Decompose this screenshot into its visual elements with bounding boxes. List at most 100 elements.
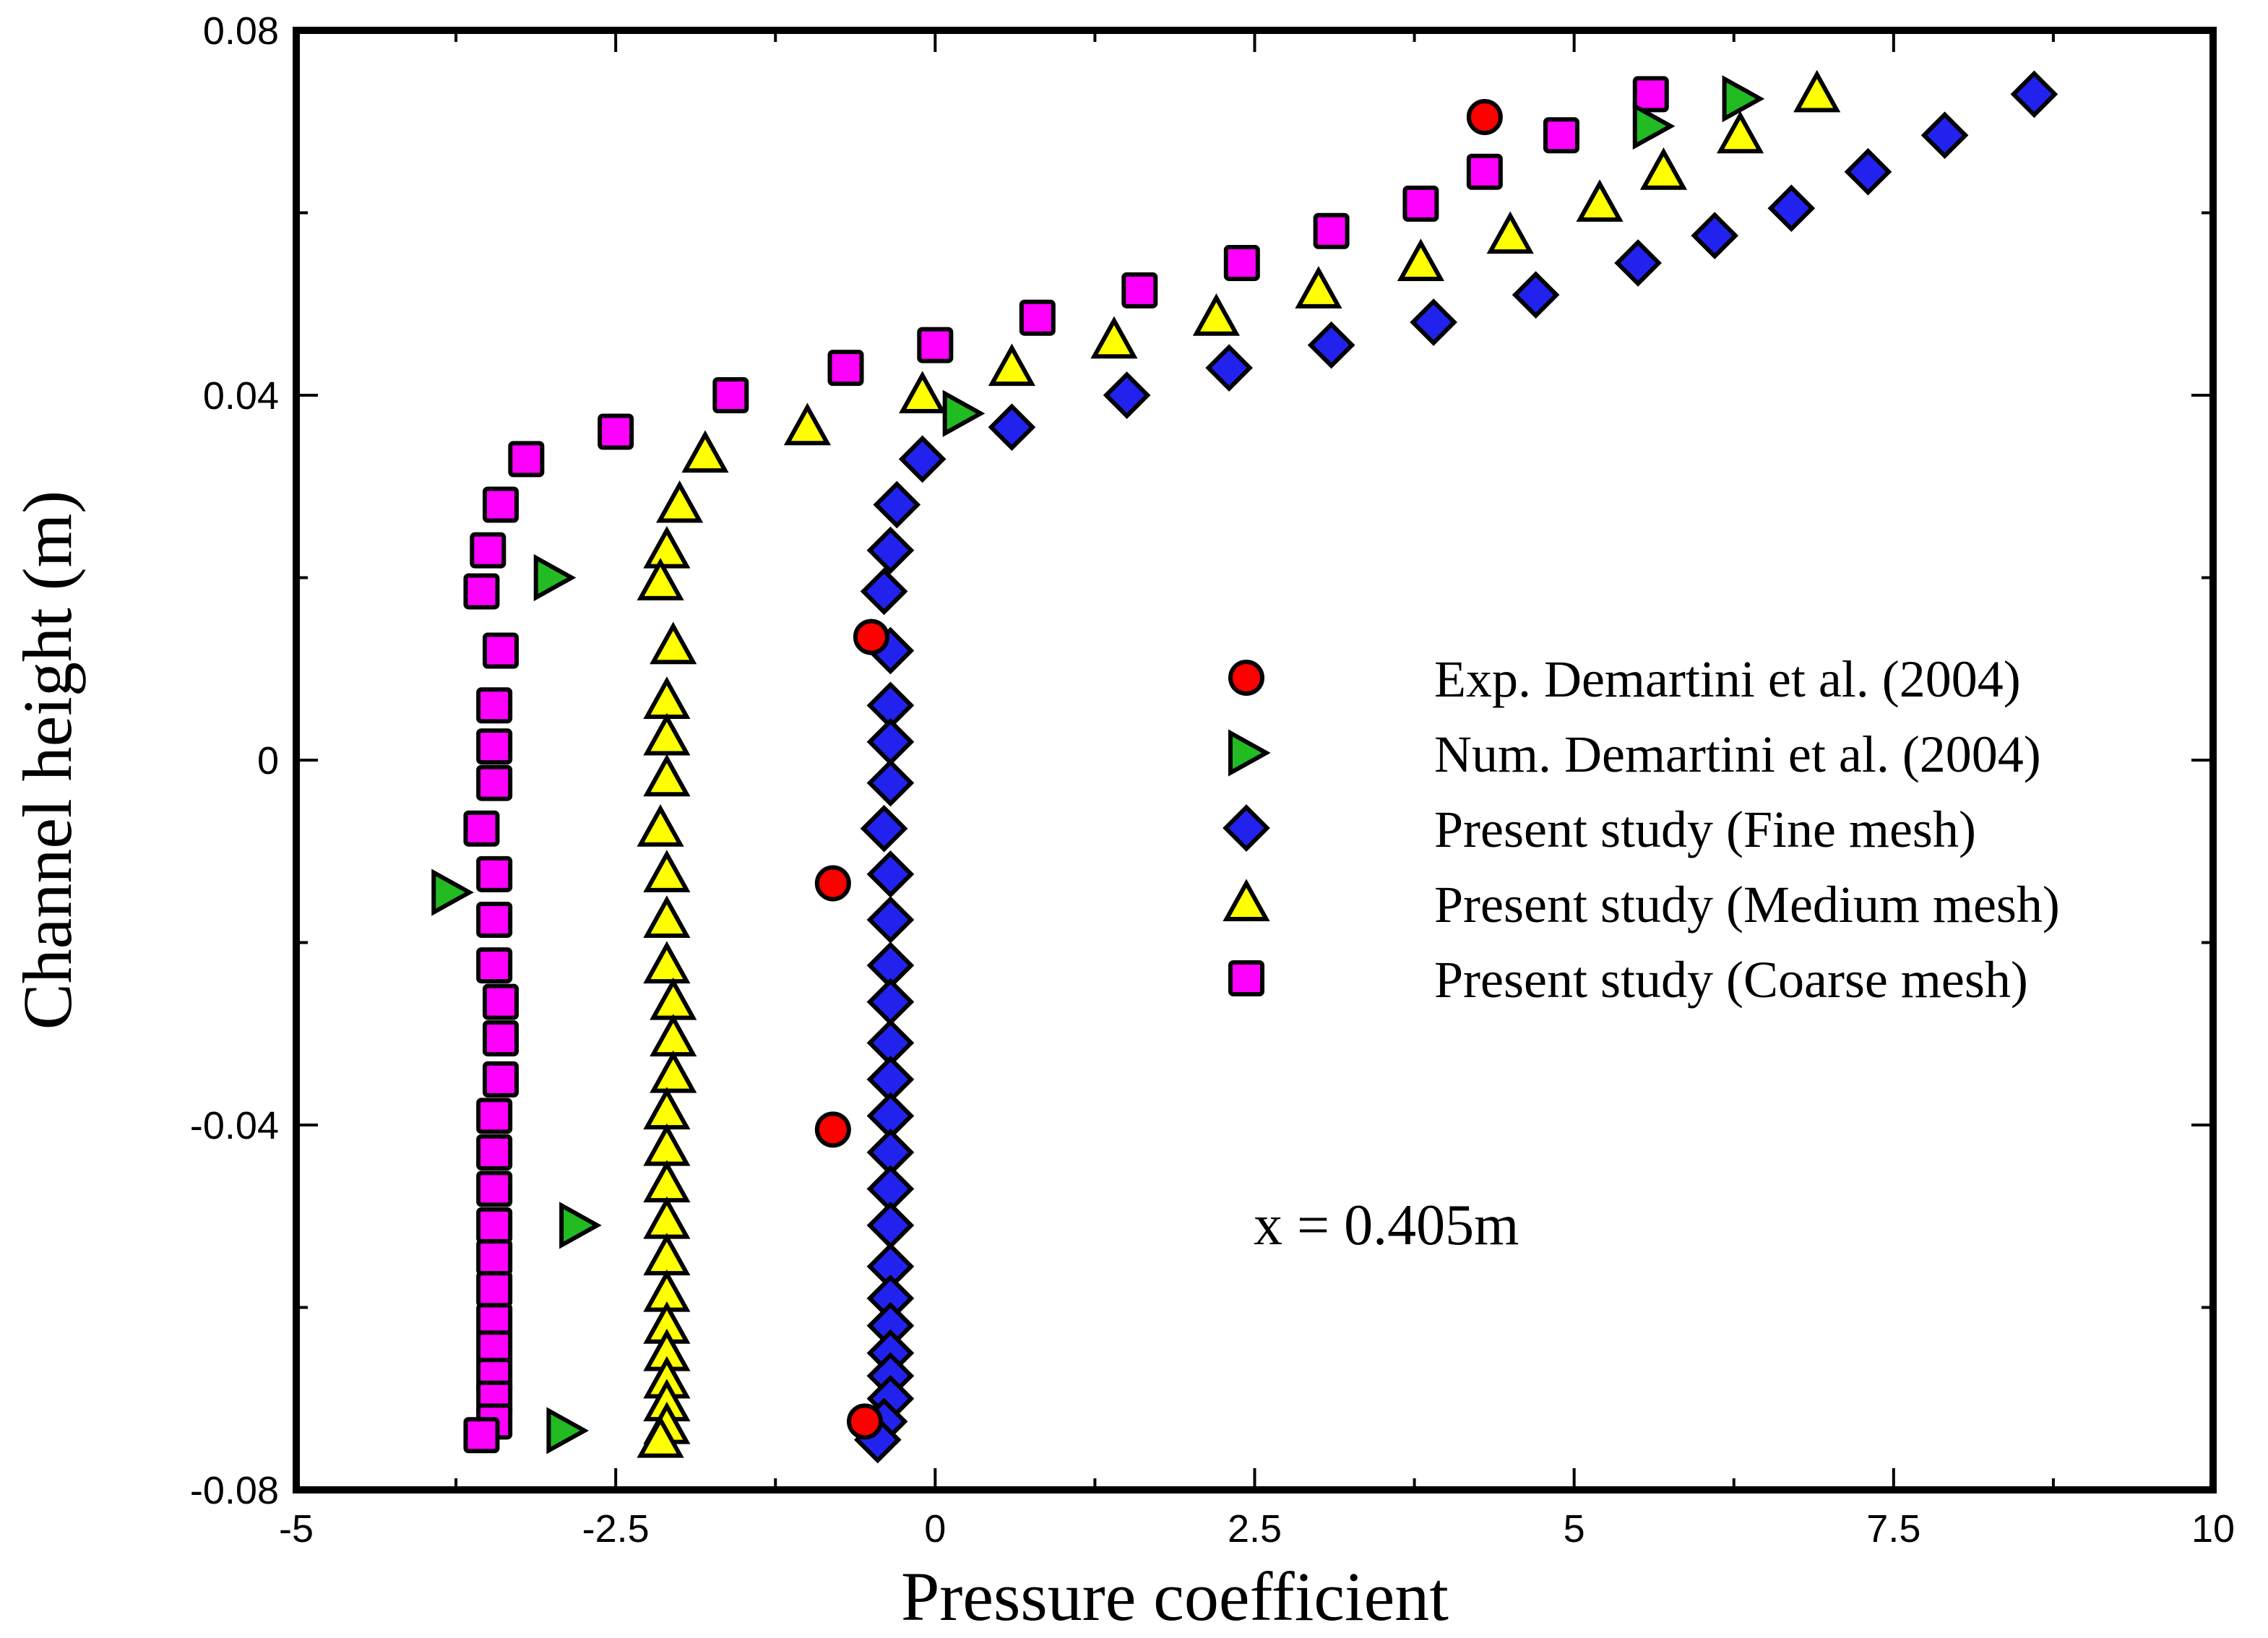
data-point	[1121, 272, 1158, 309]
x-axis-title: Pressure coefficient	[901, 1558, 1449, 1635]
data-point	[860, 567, 908, 616]
data-point	[1722, 75, 1765, 123]
series-triangle-right	[431, 75, 1765, 1454]
data-point	[1767, 184, 1816, 233]
data-point	[1295, 266, 1342, 309]
data-point	[643, 1233, 691, 1276]
data-point	[917, 327, 954, 363]
data-point	[470, 532, 506, 569]
data-point	[476, 901, 513, 938]
x-tick-label: -5	[279, 1507, 314, 1551]
data-point	[476, 1098, 513, 1134]
legend-marker	[1223, 879, 1270, 921]
series-diamond	[853, 70, 2058, 1464]
data-point	[866, 1202, 915, 1249]
data-point	[1512, 271, 1560, 319]
data-point	[814, 865, 851, 902]
data-point	[1223, 244, 1260, 281]
data-point	[476, 855, 513, 892]
legend-label: Present study (Medium mesh)	[1434, 876, 2060, 934]
data-point	[476, 1239, 513, 1276]
data-point	[814, 1111, 851, 1148]
y-tick-label: -0.04	[190, 1104, 279, 1147]
data-point	[847, 1403, 884, 1440]
data-point	[463, 810, 500, 847]
data-point	[643, 941, 691, 984]
data-point	[476, 947, 513, 984]
data-point	[643, 1123, 691, 1166]
data-point	[508, 441, 545, 478]
position-annotation: x = 0.405m	[1254, 1194, 1519, 1257]
data-point	[860, 804, 908, 853]
data-point	[899, 371, 947, 413]
data-point	[643, 1160, 691, 1203]
data-point	[2010, 70, 2058, 118]
data-point	[898, 435, 947, 483]
data-point	[643, 895, 691, 938]
data-point	[866, 978, 915, 1026]
data-point	[866, 896, 915, 944]
legend-label: Exp. Demartini et al. (2004)	[1434, 650, 2021, 708]
series-square	[463, 76, 1669, 1454]
data-point	[546, 1407, 590, 1454]
data-point	[1402, 185, 1439, 222]
series-circle	[814, 98, 1503, 1440]
legend-marker	[1228, 729, 1271, 777]
data-point	[643, 712, 691, 756]
legend-marker	[1223, 804, 1270, 852]
data-point	[866, 717, 915, 766]
data-point	[476, 764, 513, 801]
data-point	[559, 1202, 602, 1249]
data-point	[866, 850, 915, 898]
data-point	[482, 632, 519, 669]
data-point	[476, 728, 513, 765]
data-point	[1716, 111, 1764, 154]
series-triangle-up	[637, 69, 1841, 1458]
data-point	[482, 1061, 519, 1098]
y-tick-label: 0	[257, 739, 279, 783]
data-point	[1614, 239, 1662, 287]
data-point	[637, 558, 684, 600]
data-point	[1639, 147, 1688, 190]
data-point	[637, 804, 684, 847]
data-point	[643, 1087, 691, 1130]
data-point	[1466, 153, 1503, 190]
y-tick-label: 0.04	[203, 374, 279, 418]
data-point	[1576, 179, 1624, 222]
data-point	[1632, 76, 1669, 113]
data-point	[643, 1196, 691, 1239]
data-point	[533, 553, 577, 602]
data-point	[866, 759, 915, 807]
data-point	[1486, 211, 1534, 254]
data-point	[988, 403, 1036, 452]
data-point	[643, 754, 691, 797]
legend-marker	[1228, 660, 1264, 696]
data-point	[1920, 111, 1969, 160]
data-point	[942, 389, 986, 437]
data-point	[853, 618, 889, 655]
data-point	[681, 430, 729, 473]
axis-ticks	[295, 29, 2215, 1491]
data-point	[431, 868, 474, 916]
data-point	[1090, 316, 1138, 359]
legend: Exp. Demartini et al. (2004) Num. Demarti…	[1223, 650, 2060, 1009]
data-point	[1103, 371, 1151, 419]
data-point	[783, 402, 832, 446]
axis-tick-labels: -5 -2.5 0 2.5 5 7.5 10 -0.08 -0.04 0 0.04 0.08	[190, 9, 2235, 1551]
data-point	[866, 526, 915, 574]
x-tick-label: 0	[924, 1507, 946, 1551]
data-point	[1205, 344, 1253, 392]
data-point	[873, 480, 921, 529]
data-point	[1793, 69, 1841, 113]
data-point	[656, 480, 704, 523]
data-point	[650, 977, 697, 1020]
data-point	[1307, 321, 1355, 369]
y-tick-label: -0.08	[190, 1469, 279, 1512]
data-point	[463, 1417, 500, 1454]
data-point	[1019, 299, 1056, 336]
data-markers	[431, 69, 2058, 1464]
x-tick-label: 7.5	[1866, 1507, 1920, 1551]
data-point	[827, 350, 864, 387]
data-point	[1313, 212, 1350, 249]
